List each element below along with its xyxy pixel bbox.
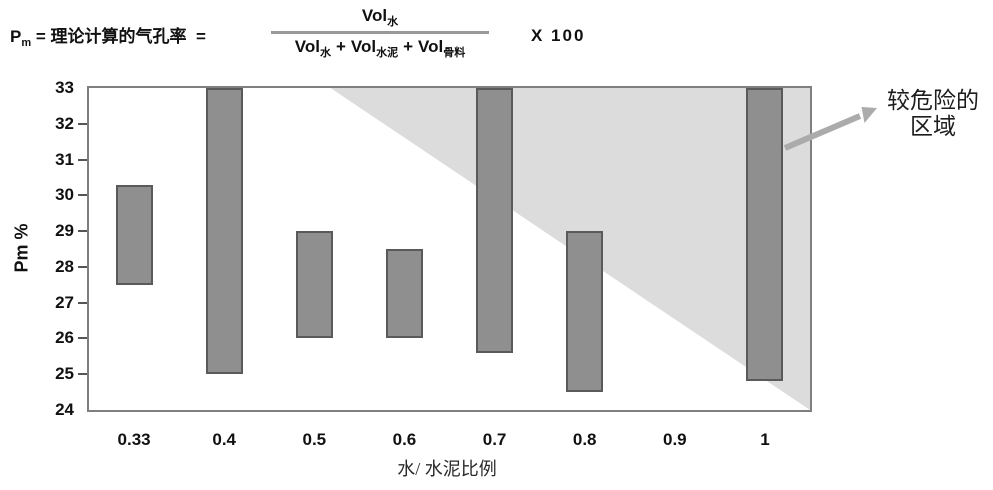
range-bar-0.7	[476, 88, 514, 353]
range-bar-0.8	[566, 231, 604, 393]
y-tick-label-25: 25	[55, 364, 74, 384]
formula-definition: 理论计算的气孔率	[50, 27, 187, 46]
y-tick-mark-27	[78, 301, 87, 304]
x-tick-label-1: 1	[760, 430, 770, 449]
y-axis-title: Pm %	[11, 223, 32, 273]
y-tick-label-31: 31	[55, 149, 74, 169]
den-term-3-base: Vol	[418, 37, 444, 56]
y-tick-mark-32	[78, 122, 87, 125]
plot-area	[87, 86, 812, 412]
y-tick-mark-28	[78, 265, 87, 268]
y-tick-mark-26	[78, 337, 87, 340]
plus-sign: +	[335, 37, 346, 56]
x-tick-label-0.7: 0.7	[482, 430, 507, 449]
range-bar-0.33	[115, 184, 153, 285]
den-term-3-subscript: 骨料	[443, 47, 466, 59]
x-tick-label-0.4: 0.4	[212, 430, 236, 449]
formula-equals-2: =	[195, 27, 206, 46]
den-term-1-subscript: 水	[319, 47, 331, 59]
formula-lhs: Pm = 理论计算的气孔率 =	[10, 22, 206, 49]
plus-sign: +	[403, 37, 414, 56]
range-bar-1	[746, 88, 784, 382]
x-tick-label-0.9: 0.9	[662, 430, 687, 449]
y-tick-label-26: 26	[55, 328, 74, 348]
formula-equals: =	[35, 27, 46, 46]
range-bar-0.4	[205, 88, 243, 375]
danger-zone-label: 较危险的 区域	[874, 88, 992, 141]
x-tick-label-0.6: 0.6	[392, 430, 417, 449]
range-bar-0.5	[295, 231, 333, 339]
x-tick-label-0.5: 0.5	[302, 430, 327, 449]
range-bar-0.6	[385, 249, 423, 339]
danger-zone-label-line1: 较危险的	[887, 88, 979, 113]
y-tick-mark-25	[78, 373, 87, 376]
numerator-base: Vol	[361, 6, 388, 25]
fraction-rule	[271, 31, 489, 34]
y-tick-label-27: 27	[55, 292, 74, 312]
formula-symbol: P	[10, 27, 22, 46]
numerator-subscript: 水	[387, 16, 399, 28]
danger-zone-label-line2: 区域	[910, 114, 956, 140]
y-tick-label-33: 33	[55, 78, 74, 97]
y-tick-mark-31	[78, 158, 87, 161]
formula-multiplier: X 100	[531, 26, 586, 45]
formula-symbol-subscript: m	[21, 37, 32, 49]
fraction-denominator: Vol水 + Vol水泥 + Vol骨料	[271, 37, 489, 59]
y-tick-label-32: 32	[55, 113, 74, 133]
x-axis-title: 水/ 水泥比例	[397, 459, 497, 479]
den-term-2-subscript: 水泥	[376, 47, 399, 59]
x-tick-label-0.33: 0.33	[117, 430, 151, 449]
den-term-1-base: Vol	[294, 37, 320, 56]
y-tick-label-29: 29	[55, 221, 74, 241]
danger-zone-triangle	[330, 88, 810, 410]
x-tick-label-0.8: 0.8	[572, 430, 597, 449]
fraction-numerator: Vol水	[271, 3, 489, 29]
y-tick-label-28: 28	[55, 256, 74, 276]
formula-fraction: Vol水 Vol水 + Vol水泥 + Vol骨料	[271, 3, 489, 59]
y-tick-mark-30	[78, 194, 87, 197]
y-tick-label-24: 24	[55, 400, 74, 419]
y-tick-label-30: 30	[55, 185, 74, 205]
den-term-2-base: Vol	[350, 37, 377, 56]
y-tick-mark-29	[78, 230, 87, 233]
